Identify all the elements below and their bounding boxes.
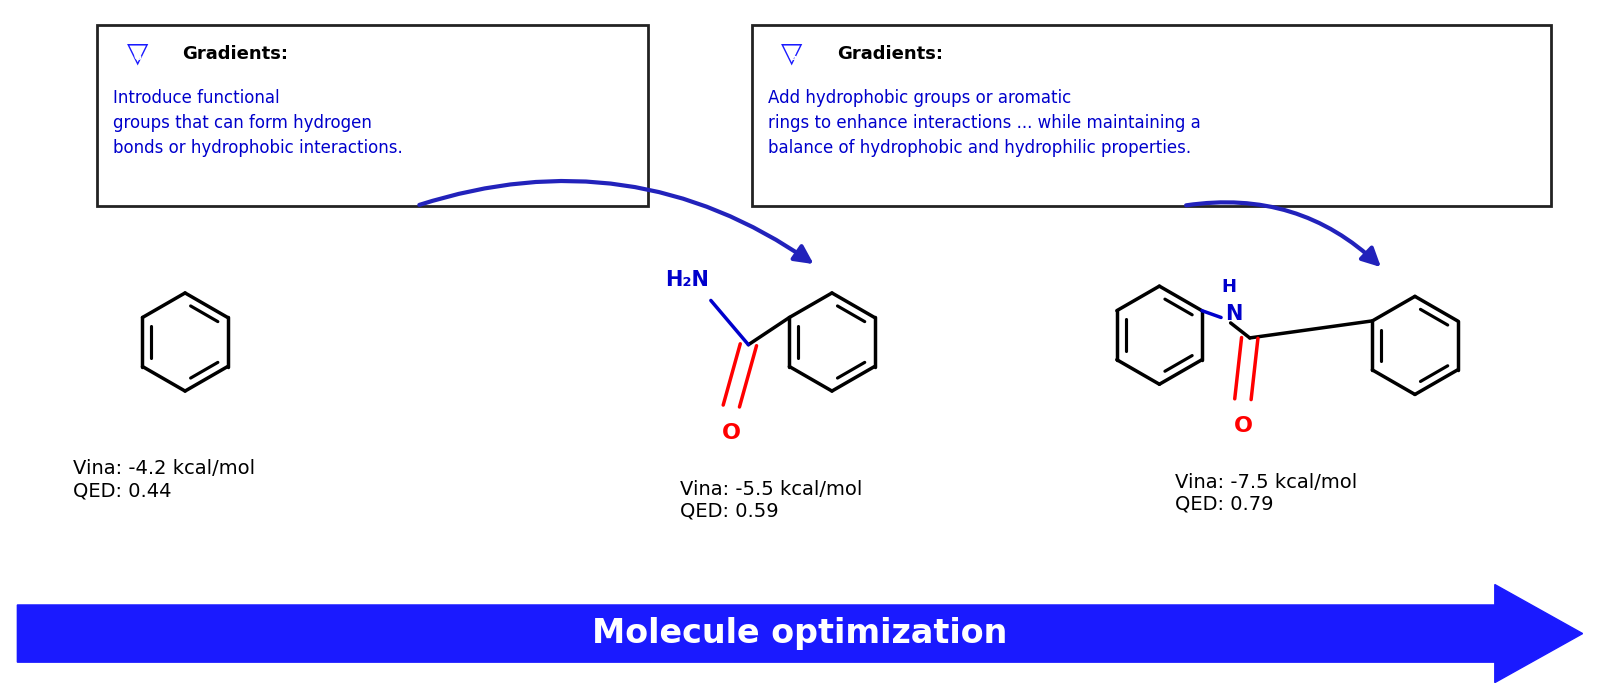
Text: Vina: -7.5 kcal/mol
QED: 0.79: Vina: -7.5 kcal/mol QED: 0.79: [1176, 473, 1357, 514]
FancyBboxPatch shape: [98, 25, 648, 206]
Text: Molecule optimization: Molecule optimization: [592, 617, 1008, 650]
FancyArrowPatch shape: [1186, 202, 1378, 264]
Text: G: G: [789, 52, 797, 62]
Text: H₂N: H₂N: [666, 270, 709, 290]
Text: ▽: ▽: [781, 40, 803, 68]
Text: Gradients:: Gradients:: [837, 45, 942, 63]
Text: N: N: [1226, 304, 1243, 324]
Text: H: H: [1221, 278, 1237, 295]
FancyBboxPatch shape: [752, 25, 1550, 206]
Text: Add hydrophobic groups or aromatic
rings to enhance interactions ... while maint: Add hydrophobic groups or aromatic rings…: [768, 90, 1202, 157]
Text: Gradients:: Gradients:: [182, 45, 288, 63]
Text: Vina: -4.2 kcal/mol
QED: 0.44: Vina: -4.2 kcal/mol QED: 0.44: [74, 459, 256, 500]
Text: Introduce functional
groups that can form hydrogen
bonds or hydrophobic interact: Introduce functional groups that can for…: [114, 90, 403, 157]
Text: Vina: -5.5 kcal/mol
QED: 0.59: Vina: -5.5 kcal/mol QED: 0.59: [680, 479, 862, 521]
Polygon shape: [18, 585, 1582, 683]
Text: G: G: [133, 52, 141, 62]
Text: ▽: ▽: [126, 40, 147, 68]
FancyArrowPatch shape: [419, 181, 810, 261]
Text: O: O: [722, 423, 741, 443]
Text: O: O: [1234, 417, 1253, 436]
